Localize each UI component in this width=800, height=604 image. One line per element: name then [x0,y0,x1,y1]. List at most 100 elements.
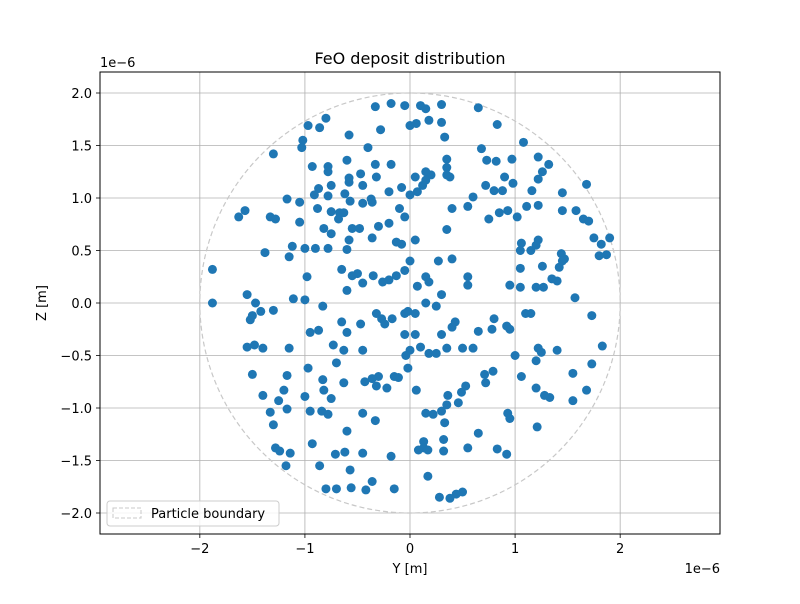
data-point [367,374,377,384]
data-point [587,311,597,321]
data-point [344,173,354,183]
data-point [386,159,396,169]
data-point [368,271,378,281]
data-point [258,343,268,353]
data-point [317,406,327,416]
data-point [345,196,355,206]
data-point [397,183,407,192]
data-point [453,398,463,408]
data-point [537,167,547,177]
data-point [347,223,357,233]
data-point [587,359,597,369]
data-point [447,254,457,264]
data-point [376,125,386,135]
data-point [305,406,315,416]
particle-boundary-circle [199,92,621,514]
data-point [405,256,415,266]
data-point [532,422,542,432]
data-point [287,241,297,251]
data-point [323,191,333,201]
data-point [411,385,421,395]
data-point [440,132,450,142]
data-point [326,207,336,217]
data-point [494,208,504,218]
data-point [319,223,329,233]
x-tick-label: −1 [295,542,314,557]
x-tick-label: 0 [406,542,414,557]
data-point [568,396,578,406]
data-point [540,390,550,400]
data-point [339,378,349,388]
data-point [421,408,431,418]
data-point [207,298,217,308]
data-point [295,197,305,207]
data-point [367,233,377,243]
data-point [497,186,507,196]
data-point [522,201,532,211]
data-point [265,407,275,417]
data-point [434,492,444,502]
data-point [463,443,473,453]
data-point [370,102,380,112]
particle-boundary-layer [199,92,621,514]
data-point [373,221,383,231]
data-point [344,130,354,140]
data-point [389,372,399,381]
data-point [281,461,291,471]
data-point [342,244,352,254]
data-point [356,169,366,179]
data-point [315,461,325,471]
data-point [355,223,365,233]
data-point [268,149,278,159]
data-point [378,277,388,287]
data-point [473,326,483,336]
y-tick-label: 0.0 [71,297,92,312]
data-point [489,314,499,324]
data-point [424,348,434,358]
data-point [323,243,333,253]
data-point [410,235,420,245]
data-point [367,477,377,486]
x-tick-label: 1 [511,542,519,557]
data-point [445,493,455,503]
data-point [424,115,434,125]
data-point [515,246,525,255]
data-point [421,175,431,185]
data-point [345,465,355,475]
data-point [421,104,431,114]
data-point [387,314,397,324]
data-point [331,484,341,494]
data-point [538,282,548,292]
data-point [361,485,371,495]
legend-box [106,500,280,527]
data-point [582,385,592,395]
data-point [342,285,352,295]
data-point [247,369,257,379]
data-point [482,155,492,165]
data-point [371,172,381,182]
data-point [480,369,490,379]
data-point [410,172,420,182]
data-point [247,311,257,321]
data-point [510,351,520,360]
data-point [518,137,528,147]
data-point [557,188,567,198]
data-point [456,387,466,397]
data-point [405,190,415,200]
data-point [492,120,502,129]
y-axis-ticks: −2.0 −1.5 −1.0 −0.5 0.0 0.5 1.0 1.5 2.0 [60,87,100,522]
data-point [251,298,261,308]
data-point [442,343,452,353]
data-point [412,187,422,197]
data-point [346,483,356,493]
data-point [488,366,498,376]
data-point [584,216,594,226]
data-point [413,445,423,455]
data-point [366,194,376,204]
data-point [298,135,308,145]
data-point [437,330,447,339]
grid [100,72,720,534]
data-point [431,348,441,358]
data-point [423,445,433,455]
